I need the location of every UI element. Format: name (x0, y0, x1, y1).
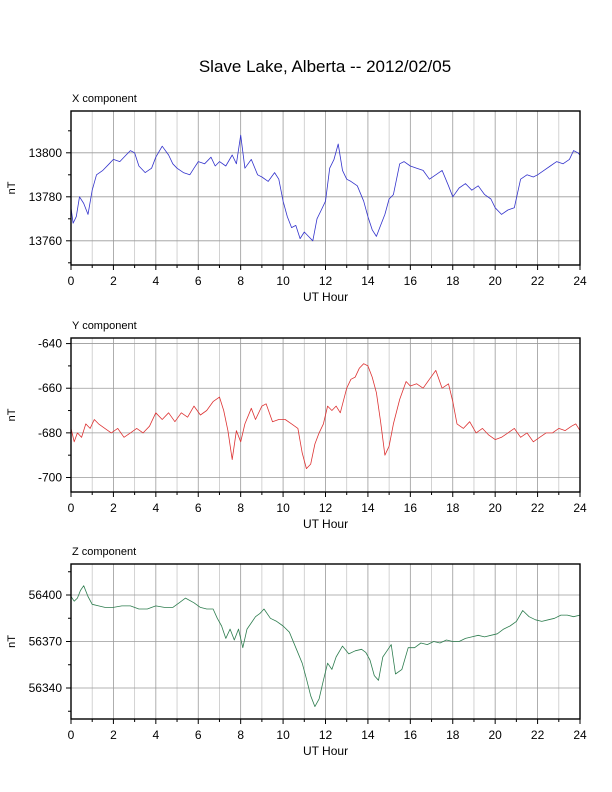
panel-title: Y component (72, 320, 137, 332)
series-line (70, 363, 581, 469)
page-title: Slave Lake, Alberta -- 2012/02/05 (198, 57, 452, 76)
y-tick-label: -700 (38, 470, 62, 484)
x-tick-label: 2 (110, 728, 117, 742)
x-tick-label: 22 (531, 274, 545, 288)
series-line (70, 585, 581, 707)
x-tick-label: 20 (488, 728, 502, 742)
y-tick-label: -640 (38, 337, 62, 351)
x-tick-label: 24 (573, 728, 587, 742)
x-tick-label: 18 (446, 274, 460, 288)
series-line (70, 134, 581, 242)
x-tick-label: 24 (573, 274, 587, 288)
panel-title: X component (72, 93, 137, 105)
x-tick-label: 0 (68, 728, 75, 742)
x-tick-label: 8 (237, 501, 244, 515)
x-tick-label: 14 (361, 501, 375, 515)
x-axis-label: UT Hour (303, 290, 348, 304)
x-tick-label: 2 (110, 274, 117, 288)
x-tick-label: 6 (195, 728, 202, 742)
x-tick-label: 12 (319, 501, 333, 515)
y-tick-label: 56400 (29, 588, 63, 602)
x-tick-label: 16 (404, 501, 418, 515)
y-axis-label: nT (6, 408, 18, 421)
x-tick-label: 10 (276, 501, 290, 515)
x-tick-label: 14 (361, 728, 375, 742)
panel-title: Z component (72, 546, 136, 558)
x-tick-label: 18 (446, 501, 460, 515)
y-tick-label: 13760 (29, 234, 63, 248)
y-tick-label: 56340 (29, 681, 63, 695)
x-tick-label: 2 (110, 501, 117, 515)
x-tick-label: 22 (531, 728, 545, 742)
x-tick-label: 0 (68, 501, 75, 515)
x-tick-label: 12 (319, 728, 333, 742)
x-tick-label: 8 (237, 728, 244, 742)
x-tick-label: 18 (446, 728, 460, 742)
y-axis-label: nT (6, 635, 18, 648)
x-tick-label: 24 (573, 501, 587, 515)
x-tick-label: 22 (531, 501, 545, 515)
x-tick-label: 4 (152, 274, 159, 288)
y-tick-label: 13780 (29, 190, 63, 204)
x-tick-label: 16 (404, 274, 418, 288)
x-tick-label: 12 (319, 274, 333, 288)
y-tick-label: -680 (38, 426, 62, 440)
x-tick-label: 6 (195, 501, 202, 515)
x-tick-label: 10 (276, 274, 290, 288)
x-tick-label: 20 (488, 274, 502, 288)
y-tick-label: 56370 (29, 635, 63, 649)
x-tick-label: 8 (237, 274, 244, 288)
x-tick-label: 4 (152, 501, 159, 515)
x-tick-label: 4 (152, 728, 159, 742)
x-axis-label: UT Hour (303, 517, 348, 531)
y-axis-label: nT (6, 181, 18, 194)
x-tick-label: 0 (68, 274, 75, 288)
x-tick-label: 6 (195, 274, 202, 288)
x-tick-label: 16 (404, 728, 418, 742)
x-axis-label: UT Hour (303, 744, 348, 758)
x-tick-label: 14 (361, 274, 375, 288)
x-tick-label: 10 (276, 728, 290, 742)
x-tick-label: 20 (488, 501, 502, 515)
y-tick-label: 13800 (29, 146, 63, 160)
y-tick-label: -660 (38, 381, 62, 395)
